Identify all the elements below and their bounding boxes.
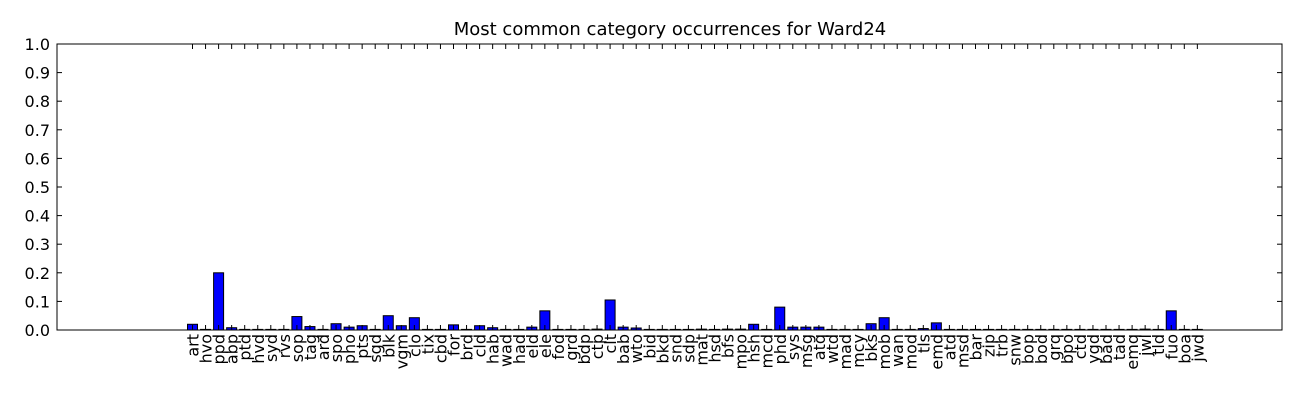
x-tick-label-jwl: jwl [1136,334,1155,357]
x-tick-label-hsd: hsd [706,334,725,363]
x-tick-label-brd: brd [458,334,477,361]
x-tick-label-hsh: hsh [745,334,764,363]
x-tick-label-atq: atq [810,334,829,360]
x-tick-label-bod: bod [1032,334,1051,364]
x-tick-label-syd: syd [262,334,281,362]
x-tick-label-msd: msd [953,334,972,368]
x-tick-label-boa: boa [1175,334,1194,364]
x-tick-label-wan: wan [888,334,907,367]
y-tick-label: 0.2 [25,264,50,283]
y-tick-label: 0.4 [25,207,50,226]
x-tick-label-sop: sop [288,334,307,362]
x-tick-label-for: for [445,334,464,356]
y-tick-label: 0.0 [25,321,50,340]
x-tick-label-clt: clt [601,334,620,354]
bar-ppd [213,272,225,331]
x-tick-label-sdp: sdp [679,334,698,363]
y-tick-label: 0.8 [25,92,50,111]
x-tick-label-bad: bad [1097,334,1116,364]
x-tick-label-phd: phd [771,334,790,364]
x-tick-label-wad: wad [497,334,516,367]
x-tick-label-emq: emq [1123,334,1142,370]
x-tick-label-sys: sys [784,334,803,360]
x-tick-label-zip: zip [980,334,999,357]
x-tick-label-bks: bks [862,334,881,362]
x-tick-label-fuo: fuo [1162,334,1181,360]
x-tick-label-grq: grq [1045,334,1064,361]
x-tick-label-msg: msg [797,334,816,368]
x-tick-label-ele: ele [536,334,555,358]
x-tick-label-cbd: cbd [431,334,450,363]
x-tick-label-tag: tag [301,334,320,360]
y-tick-label: 0.9 [25,64,50,83]
x-tick-label-pts: pts [353,334,372,359]
x-tick-label-tix: tix [418,334,437,354]
x-tick-label-emd: emd [927,334,946,370]
x-tick-label-snw: snw [1006,334,1025,366]
x-tick-label-mod: mod [901,334,920,370]
x-tick-label-rvs: rvs [275,334,294,358]
y-tick-label: 0.3 [25,235,50,254]
x-tick-label-trb: trb [993,334,1012,357]
x-tick-label-tad: tad [1110,334,1129,360]
x-tick-label-wto: wto [627,334,646,363]
x-tick-label-hvo: hvo [197,334,216,363]
x-tick-label-mcy: mcy [849,334,868,368]
x-tick-label-bid: bid [640,334,659,359]
x-tick-label-vgm: vgm [392,334,411,369]
x-tick-label-art: art [184,334,203,357]
x-tick-label-mat: mat [692,334,711,366]
x-tick-label-atd: atd [940,334,959,360]
x-tick-label-ard: ard [314,334,333,360]
x-tick-label-blk: blk [379,333,398,358]
x-tick-label-mad: mad [836,334,855,370]
x-tick-label-ctp: ctp [588,334,607,359]
x-tick-label-bpo: bpo [1058,334,1077,364]
y-tick-label: 0.1 [25,292,50,311]
x-tick-label-spo: spo [327,334,346,362]
x-tick-label-pho: pho [340,334,359,364]
x-tick-label-tls: tls [914,334,933,353]
x-tick-label-ctd: ctd [1071,334,1090,359]
y-tick-label: 1.0 [25,35,50,54]
x-tick-label-hab: hab [484,334,503,364]
x-tick-label-bkd: bkd [653,334,672,364]
x-tick-label-mcd: mcd [758,334,777,369]
x-tick-label-grd: grd [562,334,581,361]
x-tick-label-fod: fod [549,334,568,360]
chart-title: Most common category occurrences for War… [453,19,887,40]
x-tick-label-tld: tld [1149,334,1168,355]
x-tick-label-ppd: ppd [210,334,229,364]
x-tick-label-mpo: mpo [732,334,751,370]
plot-frame [56,43,1283,331]
x-tick-label-bop: bop [1019,334,1038,364]
x-tick-label-bfs: bfs [719,334,738,358]
x-tick-label-had: had [510,334,529,364]
x-tick-label-snd: snd [666,334,685,363]
x-tick-label-bar: bar [967,334,986,361]
x-tick-label-hvd: hvd [249,334,268,364]
x-tick-label-mob: mob [875,334,894,370]
x-tick-label-abp: abp [223,334,242,364]
x-tick-label-jwd: jwd [1188,334,1207,363]
y-tick-label: 0.6 [25,149,50,168]
x-tick-label-eld: eld [523,334,542,358]
x-tick-label-clo: clo [405,334,424,357]
x-tick-label-cld: cld [471,334,490,357]
y-tick-label: 0.7 [25,121,50,140]
x-tick-label-sgd: sgd [366,334,385,363]
y-tick-label: 0.5 [25,178,50,197]
x-tick-label-ptd: ptd [236,334,255,361]
x-tick-label-wtd: wtd [823,334,842,364]
x-tick-label-bab: bab [614,334,633,364]
x-tick-label-ygd: ygd [1084,334,1103,364]
x-tick-label-bdp: bdp [575,334,594,364]
